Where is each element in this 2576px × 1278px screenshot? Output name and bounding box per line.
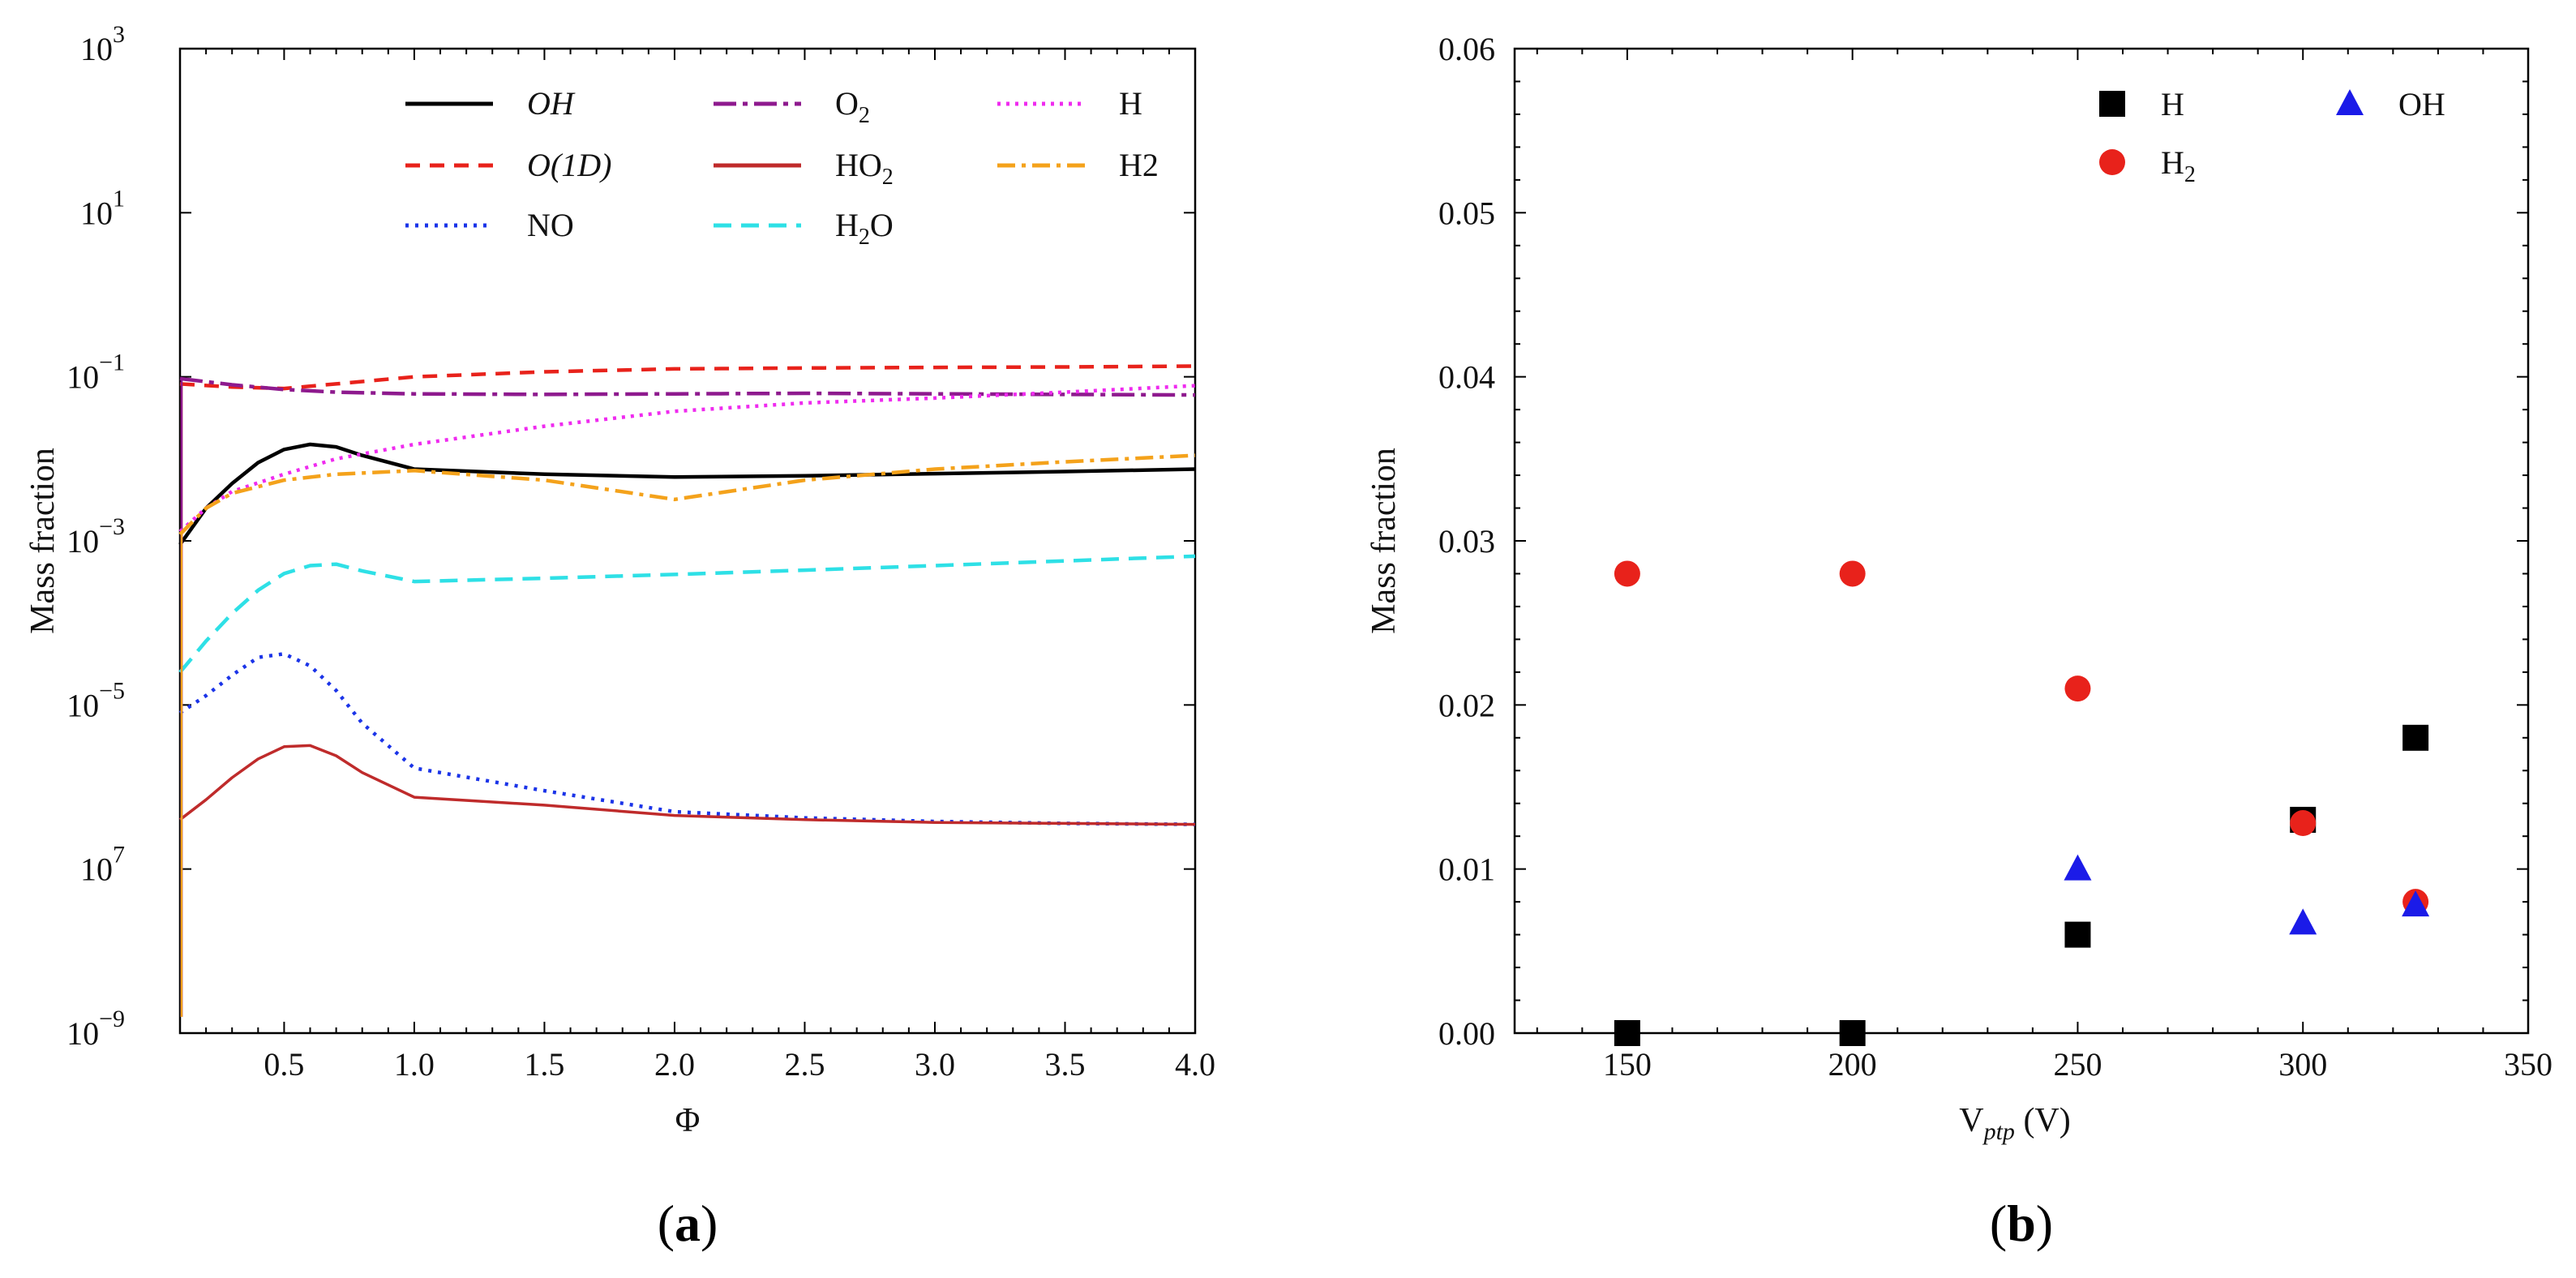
panel-b-x-axis-title: Vptp (V) — [1959, 1102, 2071, 1145]
panel-b-plot-frame — [1513, 47, 2530, 1035]
x-tick-label: 4.0 — [1175, 1046, 1215, 1083]
panel-a-legend: OH O(1D) NO O2 HO2 H2O H H2 — [405, 85, 1159, 250]
series-line-no — [178, 652, 1196, 826]
y-tick-label: 10−1 — [66, 350, 125, 396]
x-tick-label: 300 — [2278, 1046, 2327, 1083]
legend-label-h2o: H2O — [835, 207, 894, 250]
y-tick-label: 103 — [80, 21, 125, 67]
y-tick-label: 0.03 — [1438, 523, 1495, 560]
x-tick-label: 150 — [1603, 1046, 1652, 1083]
point-oh — [2064, 854, 2092, 881]
x-tick-label: 2.0 — [654, 1046, 695, 1083]
y-tick-label: 0.06 — [1438, 31, 1495, 67]
panel-a-plot-frame — [178, 47, 1197, 1035]
x-tick-label: 1.5 — [524, 1046, 564, 1083]
y-tick-label: 101 — [80, 185, 125, 231]
y-tick-label: 0.04 — [1438, 359, 1495, 396]
legend-label-h2: H2 — [2161, 144, 2196, 187]
panel-a-series — [178, 364, 1196, 1017]
series-line-oh — [178, 442, 1196, 546]
x-tick-label: 350 — [2504, 1046, 2552, 1083]
point-h — [2402, 724, 2429, 751]
series-line-o2 — [179, 376, 1196, 397]
x-tick-label: 3.5 — [1044, 1046, 1085, 1083]
y-tick-label: 0.00 — [1438, 1015, 1495, 1052]
point-oh — [2289, 908, 2317, 935]
panel-b-series — [1614, 560, 2430, 1046]
y-tick-label: 0.01 — [1438, 851, 1495, 888]
point-h — [1839, 1020, 1866, 1046]
point-h2 — [2064, 675, 2091, 702]
y-tick-label: 0.05 — [1438, 195, 1495, 231]
series-line-h2o — [178, 554, 1196, 674]
series-line-ho2 — [178, 744, 1196, 826]
point-h2 — [2290, 810, 2317, 837]
point-h2 — [1614, 560, 1640, 587]
panel-a-ticks: 0.5 1.0 1.5 2.0 2.5 3.0 3.5 4.0 103 101 10−1 10−3 10… — [66, 21, 1215, 1083]
panel-b-label: (b) — [1990, 1194, 2053, 1252]
point-h — [2064, 921, 2091, 948]
panel-b-legend: H H2 OH — [2099, 86, 2445, 187]
x-tick-label: 250 — [2053, 1046, 2102, 1083]
legend-label-oh: OH — [2398, 86, 2445, 122]
point-h2 — [1839, 560, 1866, 587]
point-oh — [2402, 890, 2430, 917]
x-tick-label: 0.5 — [264, 1046, 304, 1083]
panel-a: 0.5 1.0 1.5 2.0 2.5 3.0 3.5 4.0 103 101 10−1 10−3 10… — [24, 21, 1215, 1252]
x-tick-label: 3.0 — [915, 1046, 955, 1083]
legend-label-oh: OH — [527, 85, 576, 122]
series-line-o(1d) — [179, 364, 1196, 391]
y-tick-label: 0.02 — [1438, 687, 1495, 723]
legend-label-h: H — [2161, 86, 2184, 122]
legend-marker-oh — [2336, 89, 2364, 115]
series-line-h — [178, 384, 1196, 534]
legend-label-h: H — [1119, 85, 1142, 122]
x-tick-label: 1.0 — [394, 1046, 435, 1083]
panel-b-y-axis-title: Mass fraction — [1365, 448, 1403, 634]
legend-label-ho2: HO2 — [835, 147, 894, 190]
panel-b: 150 200 250 300 350 0.00 0.01 0.02 0.03 0.04 0.05 0… — [1365, 31, 2552, 1252]
point-h — [1614, 1020, 1640, 1046]
legend-label-o2: O2 — [835, 85, 870, 128]
y-tick-label: 10−9 — [66, 1006, 125, 1052]
panel-b-ticks: 150 200 250 300 350 0.00 0.01 0.02 0.03 0.04 0.05 0… — [1438, 31, 2552, 1083]
legend-label-no: NO — [527, 207, 574, 243]
y-tick-label: 107 — [80, 842, 125, 888]
series-line-h2 — [178, 453, 1196, 536]
legend-label-o(1d): O(1D) — [527, 147, 611, 183]
legend-marker-h — [2099, 91, 2125, 117]
x-tick-label: 200 — [1828, 1046, 1877, 1083]
x-tick-label: 2.5 — [784, 1046, 825, 1083]
y-tick-label: 10−5 — [66, 677, 125, 723]
panel-a-label: (a) — [658, 1194, 718, 1252]
panel-a-y-axis-title: Mass fraction — [24, 448, 62, 634]
legend-marker-h2 — [2099, 149, 2125, 175]
legend-label-h2: H2 — [1119, 147, 1159, 183]
panel-a-x-axis-title: Φ — [675, 1102, 701, 1139]
y-tick-label: 10−3 — [66, 513, 125, 560]
